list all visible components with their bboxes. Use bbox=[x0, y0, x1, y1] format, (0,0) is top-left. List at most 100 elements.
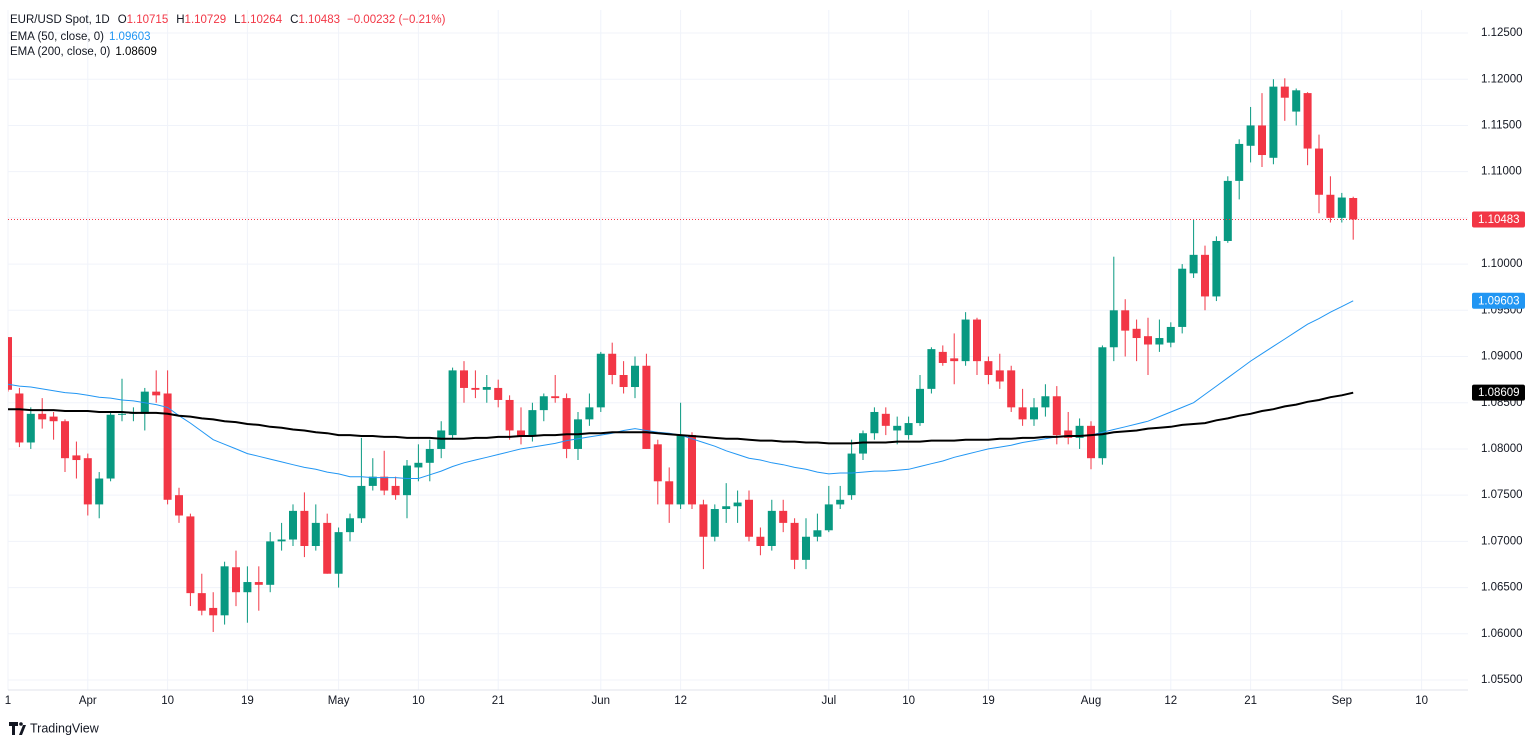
candle-body bbox=[209, 607, 218, 616]
candle-body bbox=[300, 510, 309, 546]
y-tick-label: 1.11000 bbox=[1481, 166, 1522, 178]
candle-body bbox=[1166, 326, 1175, 343]
x-tick-label: 10 bbox=[161, 695, 174, 707]
y-tick-label: 1.07000 bbox=[1481, 535, 1523, 547]
candle-body bbox=[733, 502, 742, 507]
candle-body bbox=[1109, 310, 1118, 348]
x-tick-label: Jun bbox=[592, 695, 611, 707]
y-tick-label: 1.10000 bbox=[1481, 258, 1523, 270]
candle-body bbox=[1349, 198, 1358, 220]
ema-price-tag: 1.09603 bbox=[1478, 295, 1520, 307]
candle-body bbox=[403, 465, 411, 496]
y-tick-label: 1.12000 bbox=[1481, 73, 1523, 85]
candle-body bbox=[528, 410, 537, 436]
x-tick-label: Jul bbox=[821, 695, 836, 707]
candle-body bbox=[710, 509, 719, 537]
y-tick-label: 1.11500 bbox=[1481, 119, 1522, 131]
candle-body bbox=[448, 370, 457, 436]
x-tick-label: Sep bbox=[1332, 695, 1352, 707]
candle-body bbox=[494, 387, 503, 400]
ema-price-tag-bg bbox=[1472, 384, 1525, 401]
candle-body bbox=[175, 495, 183, 516]
ema-line bbox=[8, 391, 1354, 445]
candle-body bbox=[391, 485, 400, 496]
candle-body bbox=[551, 396, 560, 399]
indicator-name: EMA (50, close, 0) bbox=[10, 31, 104, 43]
y-tick-label: 1.06500 bbox=[1481, 582, 1523, 594]
change-value: −0.00232 (−0.21%) bbox=[347, 14, 446, 26]
candle-body bbox=[881, 413, 890, 426]
candle-body bbox=[631, 365, 639, 388]
ohlc-value: 1.10483 bbox=[298, 14, 340, 26]
candle-body bbox=[938, 351, 947, 363]
candle-body bbox=[1269, 86, 1278, 158]
symbol-title: EUR/USD Spot, 1D bbox=[10, 14, 110, 26]
y-tick-label: 1.12500 bbox=[1481, 27, 1523, 39]
candle-body bbox=[83, 458, 92, 505]
candle-body bbox=[585, 407, 594, 420]
ohlc-key: C bbox=[290, 14, 298, 26]
indicator-line: EMA (200, close, 0) 1.08609 bbox=[10, 46, 157, 58]
candle-body bbox=[619, 375, 628, 388]
candle-body bbox=[1212, 240, 1221, 297]
candle-body bbox=[950, 358, 959, 362]
candle-body bbox=[699, 504, 708, 537]
candle-body bbox=[1052, 396, 1061, 436]
candle-body bbox=[357, 485, 366, 519]
candle-body bbox=[961, 319, 970, 362]
y-tick-label: 1.07500 bbox=[1481, 489, 1523, 501]
candle-body bbox=[995, 370, 1004, 382]
candle-body bbox=[984, 361, 993, 376]
ohlc-value: 1.10264 bbox=[241, 14, 283, 26]
ema-price-tag-bg bbox=[1472, 292, 1525, 309]
candle-body bbox=[1189, 254, 1198, 274]
candle-body bbox=[927, 349, 936, 389]
ohlc-key: O bbox=[118, 14, 127, 26]
candle-body bbox=[779, 510, 788, 523]
legend-header: EUR/USD Spot, 1D O1.10715 H1.10729 L1.10264… bbox=[10, 14, 446, 58]
candle-body bbox=[289, 510, 297, 540]
indicator-line: EMA (50, close, 0) 1.09603 bbox=[10, 31, 151, 43]
candle-body bbox=[665, 481, 674, 505]
candle-body bbox=[232, 567, 240, 593]
x-tick-label: 21 bbox=[1244, 695, 1257, 707]
x-tick-label: Apr bbox=[79, 695, 97, 707]
candle-body bbox=[8, 337, 12, 390]
candle-body bbox=[824, 504, 833, 531]
candle-body bbox=[870, 411, 879, 434]
axes: 1.05500 1.06000 1.06500 1.07000 1.07500 1.080… bbox=[5, 27, 1525, 707]
x-tick-label: May bbox=[328, 695, 350, 707]
candle-body bbox=[767, 510, 776, 546]
candle-body bbox=[95, 478, 104, 505]
candle-body bbox=[847, 453, 856, 496]
candle-body bbox=[676, 435, 685, 505]
y-tick-label: 1.08000 bbox=[1481, 443, 1523, 455]
candle-body bbox=[1144, 336, 1152, 345]
candle-body bbox=[973, 319, 981, 362]
candle-body bbox=[836, 499, 845, 505]
candle-body bbox=[745, 499, 753, 537]
candle-body bbox=[653, 444, 662, 482]
candle-body bbox=[893, 425, 902, 431]
ohlc-value: 1.10715 bbox=[127, 14, 169, 26]
candle-body bbox=[334, 532, 343, 574]
candle-body bbox=[802, 536, 810, 560]
candle-body bbox=[1098, 347, 1107, 459]
candle-body bbox=[118, 413, 126, 415]
candle-body bbox=[482, 387, 491, 390]
x-tick-label: 12 bbox=[1164, 695, 1177, 707]
x-tick-label: 19 bbox=[982, 695, 995, 707]
logo-dot bbox=[19, 722, 23, 726]
x-tick-label: 10 bbox=[412, 695, 425, 707]
candle-body bbox=[790, 522, 799, 560]
candle-body bbox=[539, 396, 548, 411]
ohlc-key: L bbox=[234, 14, 241, 26]
x-tick-label: 10 bbox=[902, 695, 915, 707]
x-tick-label: 19 bbox=[241, 695, 254, 707]
x-tick-label: 10 bbox=[1415, 695, 1428, 707]
candle-body bbox=[38, 413, 47, 420]
candle-body bbox=[368, 476, 377, 486]
candle-body bbox=[1280, 86, 1289, 98]
